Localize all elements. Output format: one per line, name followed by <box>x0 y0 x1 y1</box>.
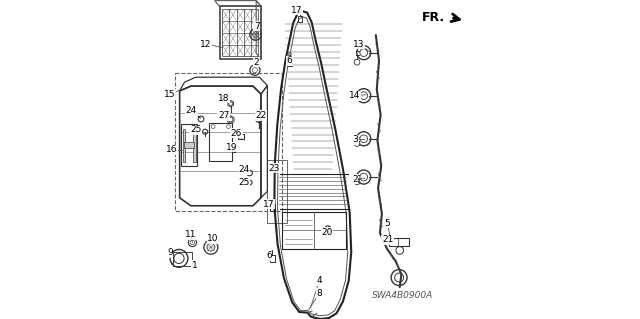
Bar <box>388 238 410 246</box>
Text: 24: 24 <box>186 106 197 115</box>
Bar <box>298 16 302 22</box>
Text: FR.: FR. <box>422 11 445 24</box>
Text: 21: 21 <box>382 235 394 244</box>
Text: 25: 25 <box>190 125 201 134</box>
Text: 13: 13 <box>353 40 365 48</box>
Bar <box>209 123 232 161</box>
Bar <box>193 129 196 162</box>
Text: 8: 8 <box>317 289 322 298</box>
Bar <box>173 252 193 266</box>
Bar <box>269 204 275 211</box>
Text: 5: 5 <box>385 219 390 228</box>
Text: 9: 9 <box>167 248 173 257</box>
Bar <box>238 134 244 139</box>
Text: 4: 4 <box>317 276 322 285</box>
Text: 23: 23 <box>268 164 280 173</box>
Text: 3: 3 <box>352 135 358 144</box>
Text: 24: 24 <box>239 165 250 174</box>
Bar <box>181 124 197 166</box>
Text: 20: 20 <box>321 228 333 237</box>
Text: 26: 26 <box>231 129 242 138</box>
Bar <box>287 60 292 66</box>
Text: 6: 6 <box>266 251 272 260</box>
Text: 1: 1 <box>192 261 198 270</box>
Bar <box>220 6 261 59</box>
Bar <box>184 142 194 148</box>
Bar <box>183 129 185 162</box>
Text: 2: 2 <box>352 175 358 184</box>
Text: 25: 25 <box>238 178 250 187</box>
Text: 10: 10 <box>207 234 219 243</box>
Bar <box>268 160 287 223</box>
Bar <box>222 9 259 56</box>
Text: SWA4B0900A: SWA4B0900A <box>372 291 433 300</box>
Text: 17: 17 <box>291 6 303 15</box>
Text: 27: 27 <box>218 111 229 120</box>
Bar <box>269 255 275 262</box>
Text: 7: 7 <box>254 22 260 31</box>
Text: 15: 15 <box>164 90 175 99</box>
Text: 2: 2 <box>253 58 259 67</box>
Text: 16: 16 <box>166 145 178 154</box>
Text: 17: 17 <box>263 200 275 209</box>
Text: 6: 6 <box>287 56 292 65</box>
Text: 14: 14 <box>349 91 361 100</box>
Text: 18: 18 <box>218 94 229 103</box>
Bar <box>282 212 346 249</box>
Text: 22: 22 <box>255 111 267 120</box>
Text: 11: 11 <box>185 230 196 239</box>
Text: 12: 12 <box>200 40 212 49</box>
Bar <box>175 73 282 211</box>
Text: 19: 19 <box>225 143 237 152</box>
